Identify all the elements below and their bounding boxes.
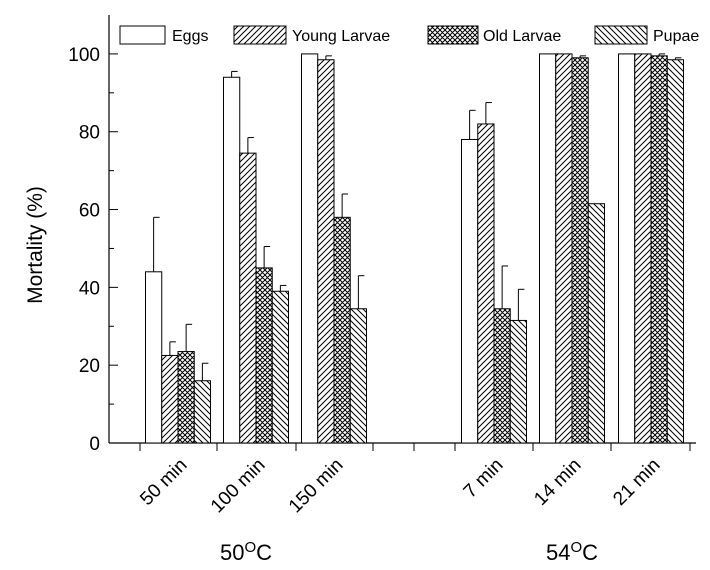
bar-young-larvae-14-min (555, 53, 573, 444)
group-label-54c: 54OC (546, 539, 598, 565)
x-tick-label-14-min: 14 min (530, 455, 585, 510)
x-tick-label-50-min: 50 min (136, 455, 191, 510)
y-tick-label: 0 (89, 434, 100, 455)
bar-young-larvae-7-min (477, 123, 495, 444)
bar-eggs-14-min (539, 53, 557, 444)
bar-young-larvae-21-min (634, 53, 652, 444)
legend-label-eggs: Eggs (172, 28, 208, 45)
bar-young-larvae-150-min (317, 59, 335, 444)
y-tick-label: 60 (79, 201, 100, 222)
y-tick-label: 40 (79, 278, 100, 299)
x-tick-label-100-min: 100 min (207, 455, 270, 518)
bar-eggs-50-min (145, 271, 163, 444)
bar-pupae-14-min (587, 203, 605, 444)
plot-area: 0 20 40 60 80 100 50 min 100 min 150 min 7 min 14 … (68, 15, 696, 517)
bar-young-larvae-100-min (239, 152, 257, 444)
legend-label-pupae: Pupae (653, 28, 699, 45)
x-tick-label-150-min: 150 min (285, 455, 348, 518)
legend-swatch-old-larvae (427, 25, 479, 45)
x-tick-label-21-min: 21 min (609, 455, 664, 510)
bar-pupae-50-min (193, 380, 211, 444)
bar-old-larvae-150-min (333, 216, 351, 444)
legend: Eggs Young Larvae Old Larvae Pupae (119, 25, 699, 45)
bar-eggs-150-min (301, 53, 319, 444)
bar-young-larvae-50-min (161, 354, 179, 444)
legend-label-old-larvae: Old Larvae (483, 28, 561, 45)
x-tick-label-7-min: 7 min (460, 455, 508, 503)
y-tick-label: 100 (68, 45, 100, 66)
bar-pupae-7-min (509, 319, 527, 444)
legend-swatch-eggs (119, 25, 166, 45)
bar-old-larvae-14-min (571, 57, 589, 444)
bar-eggs-21-min (618, 53, 636, 444)
bar-pupae-100-min (271, 290, 289, 444)
bar-eggs-7-min (461, 139, 479, 444)
bar-old-larvae-100-min (255, 267, 273, 444)
y-axis-title: Mortality (%) (24, 186, 47, 304)
bar-pupae-150-min (349, 308, 367, 444)
bar-old-larvae-7-min (493, 308, 511, 444)
legend-label-young-larvae: Young Larvae (292, 28, 390, 45)
bar-pupae-21-min (666, 59, 684, 444)
legend-swatch-pupae (594, 25, 648, 45)
y-tick-label: 80 (79, 123, 100, 144)
bar-eggs-100-min (223, 76, 241, 444)
group-label-50c: 50OC (220, 539, 272, 565)
bar-old-larvae-50-min (177, 351, 195, 444)
y-tick-label: 20 (79, 356, 100, 377)
legend-swatch-young-larvae (233, 25, 287, 45)
bar-old-larvae-21-min (650, 55, 668, 444)
